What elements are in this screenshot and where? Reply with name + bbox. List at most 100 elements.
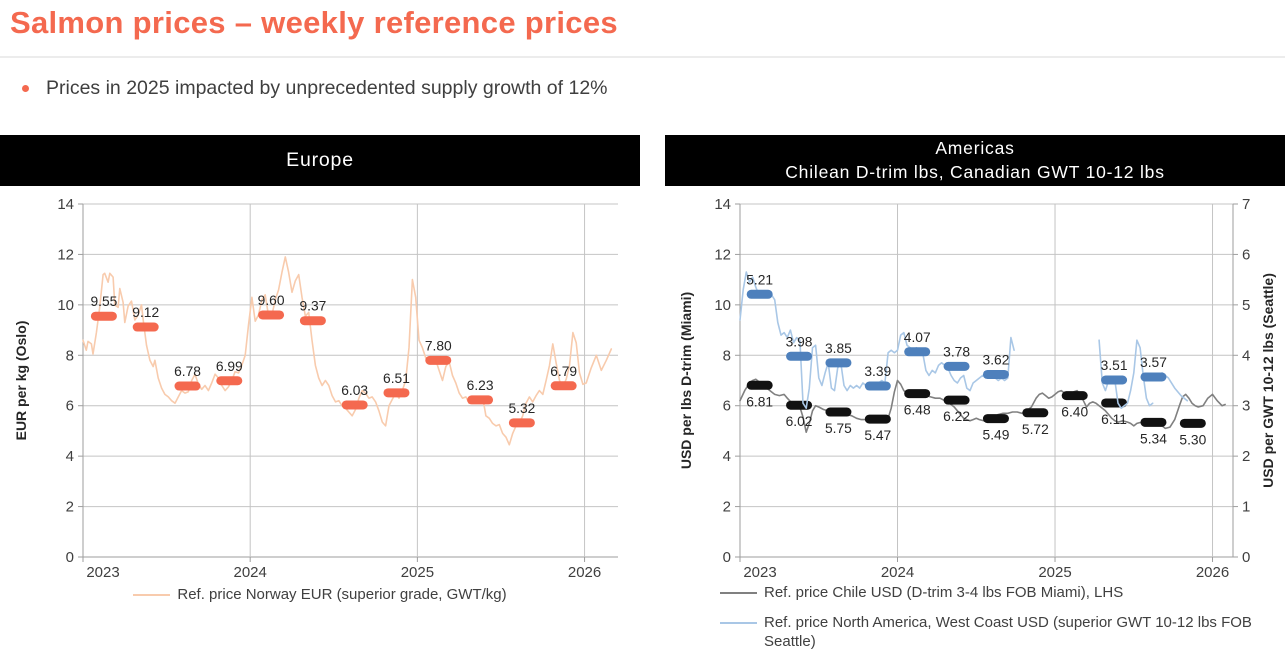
legend-line-swatch: [720, 622, 757, 625]
data-label: 7.80: [425, 338, 452, 353]
quarter-average-marker: [1101, 398, 1128, 408]
x-tick-label: 2024: [881, 564, 914, 580]
data-label: 6.03: [341, 383, 368, 398]
data-label: 5.75: [825, 421, 852, 436]
europe-chart: 0 2 4 6 8 10 12 14 2023 2024 2025 2026 EUR per kg (O…: [13, 196, 618, 580]
y-tick-label: 14: [714, 196, 731, 213]
quarter-average-marker: [943, 395, 970, 405]
y2-axis-title: USD per GWT 10-12 lbs (Seattle): [1260, 273, 1276, 488]
legend-line-swatch: [133, 594, 171, 596]
x-tick-label: 2025: [401, 564, 434, 580]
data-label: 3.98: [786, 334, 813, 349]
quarter-average-marker: [1061, 391, 1088, 401]
europe-panel-title: Europe: [0, 135, 640, 186]
quarter-average-marker: [258, 310, 285, 320]
quarter-average-marker: [174, 381, 201, 391]
y-tick-label: 10: [714, 297, 731, 314]
y-tick-label: 4: [723, 448, 731, 465]
quarter-average-marker: [943, 361, 970, 371]
panel-title-line: Chilean D-trim lbs, Canadian GWT 10-12 l…: [785, 161, 1165, 182]
title-divider: [0, 56, 1285, 58]
data-label: 6.81: [746, 394, 773, 409]
quarter-average-marker: [864, 414, 891, 424]
legend-label: Ref. price Chile USD (D-trim 3-4 lbs FOB…: [764, 584, 1124, 601]
legend-label: Ref. price Norway EUR (superior grade, G…: [177, 586, 507, 603]
axis-ticks: [735, 203, 1238, 562]
quarter-average-marker: [299, 316, 326, 326]
data-label: 6.99: [216, 359, 243, 374]
y2-tick-label: 6: [1242, 246, 1250, 263]
legend-line-swatch: [720, 592, 757, 594]
quarter-average-marker: [90, 311, 117, 321]
americas-panel: Americas Chilean D-trim lbs, Canadian GWT…: [665, 135, 1285, 652]
y-tick-label: 2: [66, 499, 74, 516]
data-label: 3.39: [864, 364, 891, 379]
data-label: 9.60: [258, 293, 285, 308]
quarter-average-marker: [341, 400, 368, 410]
americas-panel-title: Americas Chilean D-trim lbs, Canadian GWT…: [665, 135, 1285, 186]
x-tick-label: 2023: [743, 564, 776, 580]
x-tick-label: 2026: [1196, 564, 1229, 580]
panel-title-line: Europe: [286, 149, 354, 171]
y-tick-label: 12: [57, 246, 74, 263]
data-label: 5.49: [983, 428, 1010, 443]
data-label: 5.72: [1022, 422, 1049, 437]
data-label: 5.30: [1179, 432, 1206, 447]
americas-legend: Ref. price Chile USD (D-trim 3-4 lbs FOB…: [720, 583, 1285, 652]
y2-tick-label: 4: [1242, 347, 1250, 364]
quarter-average-marker: [1101, 375, 1128, 385]
quarter-average-marker: [904, 389, 931, 399]
y2-tick-label: 5: [1242, 297, 1250, 314]
y2-tick-label: 0: [1242, 549, 1250, 566]
data-label: 6.48: [904, 403, 931, 418]
y-tick-label: 4: [66, 448, 74, 465]
y-tick-label: 0: [66, 549, 74, 566]
data-label: 6.22: [943, 409, 970, 424]
data-label: 6.02: [786, 414, 813, 429]
quarter-average-marker: [383, 388, 410, 398]
data-label: 5.34: [1140, 431, 1167, 446]
quarter-average-marker: [1022, 408, 1049, 418]
quarter-average-marker: [746, 289, 773, 299]
data-label: 4.07: [904, 330, 931, 345]
series-line: [82, 256, 613, 446]
x-tick-label: 2024: [234, 564, 267, 580]
data-label: 6.11: [1101, 412, 1127, 427]
quarter-average-marker: [864, 381, 891, 391]
x-tick-label: 2023: [86, 564, 119, 580]
data-label: 9.12: [132, 305, 159, 320]
y-axis-title: USD per lbs D-trim (Miami): [678, 292, 694, 469]
gridlines: [739, 203, 1234, 558]
legend-item: Ref. price Chile USD (D-trim 3-4 lbs FOB…: [720, 583, 1285, 602]
series-markers: 6.81 6.02 5.75 5.47 6.48 6.22 5.49 5.72 6.40 6.11…: [746, 380, 1207, 447]
y2-tick-label: 3: [1242, 398, 1250, 415]
axis-ticks: [78, 203, 586, 562]
y-tick-label: 12: [714, 246, 731, 263]
data-label: 6.40: [1061, 405, 1088, 420]
data-label: 3.62: [983, 352, 1010, 367]
y-tick-label: 2: [723, 499, 731, 516]
quarter-average-marker: [1140, 417, 1167, 427]
bullet-row: Prices in 2025 impacted by unprecedented…: [22, 77, 608, 100]
y-tick-label: 6: [66, 398, 74, 415]
legend-label: Ref. price North America, West Coast USD…: [764, 614, 1252, 651]
y-axis-title: EUR per kg (Oslo): [13, 321, 29, 441]
y2-tick-label: 2: [1242, 448, 1250, 465]
quarter-average-marker: [216, 376, 243, 386]
quarter-average-marker: [786, 400, 813, 410]
bullet-icon: [22, 85, 29, 92]
axis-tick-labels: 0 2 4 6 8 10 12 14 2023 2024 2025 2026: [57, 196, 601, 580]
x-tick-label: 2026: [568, 564, 601, 580]
data-label: 3.51: [1101, 358, 1128, 373]
y2-tick-label: 7: [1242, 196, 1250, 213]
quarter-average-marker: [825, 358, 852, 368]
data-label: 5.47: [864, 428, 891, 443]
europe-legend: Ref. price Norway EUR (superior grade, G…: [0, 585, 640, 604]
europe-panel: Europe 0 2 4 6 8 10 12 14 2023 2024 2025 2026 EUR pe…: [0, 135, 640, 604]
data-label: 9.55: [90, 294, 117, 309]
legend-item: Ref. price Norway EUR (superior grade, G…: [133, 585, 507, 604]
quarter-average-marker: [746, 380, 773, 390]
